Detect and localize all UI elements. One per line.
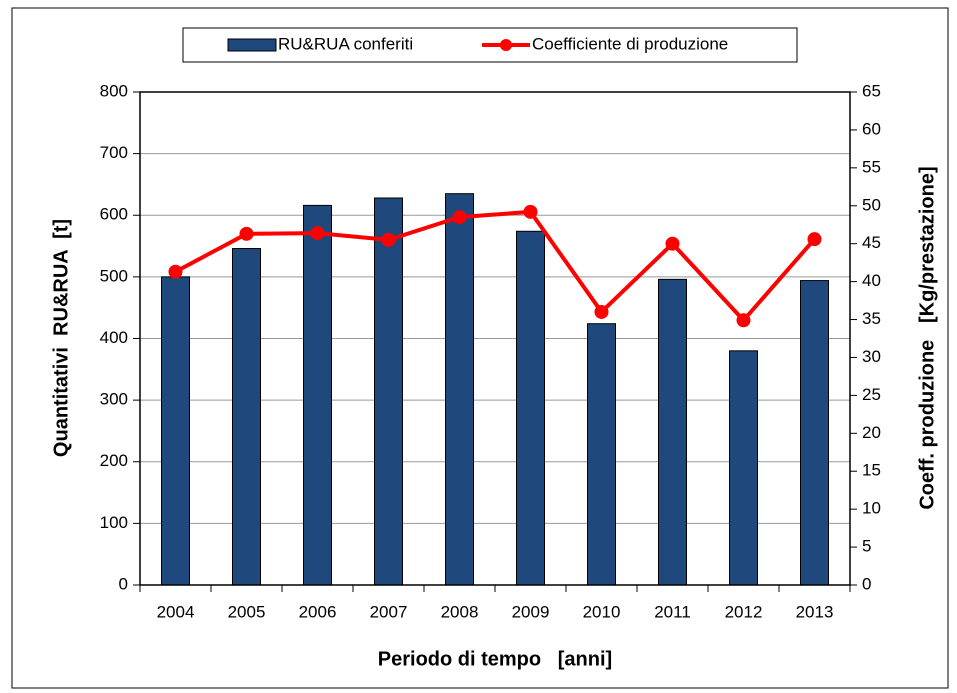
y2-tick-label: 0: [862, 574, 871, 593]
bar: [374, 197, 403, 586]
line-marker: [665, 236, 680, 251]
bar: [587, 323, 616, 586]
x-tick-label: 2011: [654, 602, 691, 621]
y2-tick-label: 25: [862, 385, 881, 404]
y2-tick-label: 35: [862, 309, 881, 328]
y2-tick-label: 60: [862, 119, 881, 138]
line-marker: [523, 204, 538, 219]
bar: [161, 276, 190, 586]
y-tick-label: 800: [100, 81, 128, 100]
y-tick-label: 500: [100, 266, 128, 285]
legend-label: Coefficiente di produzione: [532, 34, 728, 53]
line-marker: [452, 210, 467, 225]
y-tick-label: 0: [119, 574, 128, 593]
bar: [658, 278, 687, 586]
x-tick-label: 2004: [157, 602, 195, 621]
y-tick-label: 200: [100, 451, 128, 470]
bar: [729, 350, 758, 586]
y2-tick-label: 5: [862, 537, 871, 556]
x-axis-title: Periodo di tempo [anni]: [378, 648, 612, 670]
legend-marker: [500, 39, 512, 51]
bar: [303, 204, 332, 586]
y-tick-label: 100: [100, 513, 128, 532]
y2-tick-label: 40: [862, 271, 881, 290]
y2-tick-label: 15: [862, 461, 881, 480]
y2-axis-title: Coeff. produzione [Kg/prestazione]: [916, 166, 938, 509]
x-tick-label: 2013: [796, 602, 834, 621]
y2-tick-label: 50: [862, 195, 881, 214]
x-tick-label: 2005: [228, 602, 266, 621]
line-marker: [239, 226, 254, 241]
x-tick-label: 2009: [512, 602, 550, 621]
y2-tick-label: 30: [862, 347, 881, 366]
x-tick-label: 2010: [583, 602, 621, 621]
line-marker: [736, 313, 751, 328]
legend-label: RU&RUA conferiti: [278, 34, 413, 53]
x-tick-label: 2012: [725, 602, 763, 621]
x-tick-label: 2008: [441, 602, 479, 621]
y2-tick-label: 55: [862, 157, 881, 176]
y2-tick-label: 20: [862, 423, 881, 442]
legend-swatch: [227, 38, 277, 52]
line: [174, 209, 817, 324]
bar: [445, 193, 474, 586]
y-tick-label: 600: [100, 205, 128, 224]
y2-tick-label: 45: [862, 233, 881, 252]
y-tick-label: 400: [100, 328, 128, 347]
line-marker: [594, 304, 609, 319]
bar: [516, 230, 545, 586]
y-tick-label: 300: [100, 390, 128, 409]
y2-tick-label: 65: [862, 81, 881, 100]
x-tick-label: 2007: [370, 602, 408, 621]
plot-frame: [139, 91, 851, 586]
y-axis-title: Quantitativi RU&RUA [t]: [50, 219, 72, 457]
line-marker: [168, 264, 183, 279]
line-marker: [381, 232, 396, 247]
line-marker: [310, 226, 325, 241]
x-tick-label: 2006: [299, 602, 337, 621]
bar: [800, 280, 829, 586]
bar: [232, 248, 261, 586]
y2-tick-label: 10: [862, 499, 881, 518]
y-tick-label: 700: [100, 143, 128, 162]
line-marker: [807, 232, 822, 247]
